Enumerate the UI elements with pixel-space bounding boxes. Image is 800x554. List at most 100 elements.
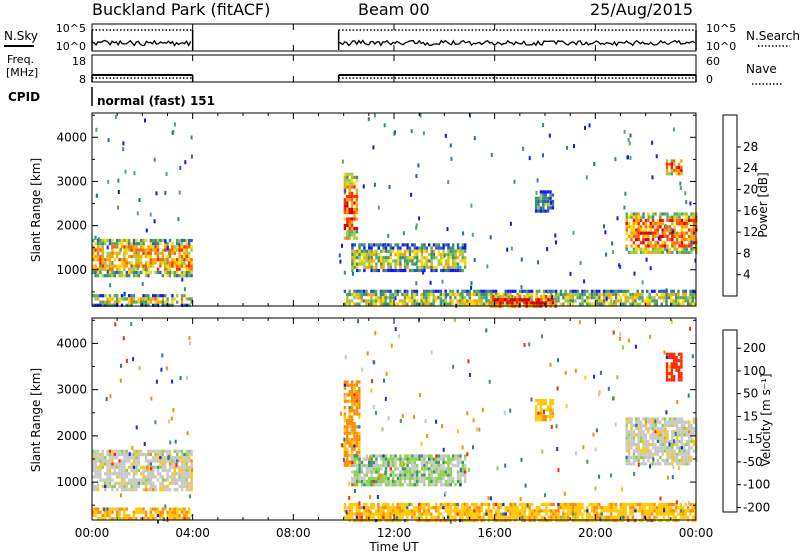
vel-echo-cell [118,507,121,511]
vel-echo-cell [111,459,114,463]
vel-echo-cell [156,478,160,482]
power-echo-cell [539,209,543,213]
power-echo-cell [166,264,169,268]
power-echo-cell [128,261,131,265]
power-echo-cell [464,262,467,266]
vel-echo-cell [398,512,402,516]
vel-echo-cell [641,515,644,519]
vel-echo-cell [662,512,666,516]
vel-echo-cell [346,425,349,429]
power-echo-cell [161,238,164,243]
vel-echo-cell [680,352,683,356]
vel-echo-cell [375,454,378,458]
power-echo-cell [358,296,361,300]
vel-noise-cell [472,445,474,450]
power-echo-cell [353,252,356,257]
vel-noise-cell [652,457,655,462]
vel-echo-cell [593,509,596,513]
vel-echo-cell [406,457,409,461]
vel-echo-cell [403,506,407,510]
power-noise-cell [174,122,176,127]
vel-echo-cell [516,515,519,519]
power-echo-cell [639,250,643,254]
vel-echo-cell [135,462,138,466]
vel-echo-cell [663,462,667,466]
power-echo-cell [673,241,676,245]
vel-echo-cell [348,383,351,387]
vel-echo-cell [92,513,95,518]
power-echo-cell [99,261,102,265]
power-echo-cell [480,302,483,306]
vel-echo-cell [442,515,445,519]
vel-echo-cell [144,484,148,489]
vel-echo-cell [551,398,555,403]
power-noise-cell [537,260,540,265]
vel-echo-cell [375,476,378,480]
vel-noise-cell [637,462,640,467]
vel-noise-cell [663,508,666,513]
vel-echo-cell [399,470,402,474]
power-echo-cell [152,238,155,243]
power-echo-cell [499,298,502,302]
vel-echo-cell [166,475,169,479]
power-echo-cell [552,289,555,293]
vel-noise-cell [574,368,577,373]
cpid-text: normal (fast) 151 [97,94,215,108]
power-echo-cell [149,258,152,262]
vel-echo-cell [683,430,686,434]
vel-echo-cell [394,460,397,464]
vel-echo-cell [125,472,128,476]
power-echo-cell [687,238,691,242]
vel-echo-cell [353,444,356,448]
vel-echo-cell [595,506,599,510]
power-echo-cell [365,292,368,297]
vel-echo-cell [413,460,416,464]
vel-echo-cell [639,423,643,427]
vel-echo-cell [610,502,613,507]
vel-echo-cell [355,509,359,513]
vel-echo-cell [528,515,531,519]
vel-echo-cell [625,439,628,443]
vel-echo-cell [682,512,685,516]
vel-echo-cell [171,472,174,476]
vel-echo-cell [140,510,143,514]
vel-echo-cell [683,449,686,453]
power-echo-cell [368,246,371,250]
vel-echo-cell [101,449,104,453]
vel-echo-cell [394,515,397,519]
power-echo-cell [581,302,584,306]
power-echo-cell [346,182,349,186]
power-echo-cell [413,296,416,300]
vel-echo-cell [571,502,575,507]
power-noise-cell [655,154,658,159]
vel-echo-cell [540,509,543,513]
vel-echo-cell [108,459,112,463]
power-noise-cell [569,271,572,276]
vel-echo-cell [411,460,414,464]
power-echo-cell [159,261,162,265]
power-echo-cell [399,259,402,263]
vel-echo-cell [690,427,693,431]
power-echo-cell [663,241,667,245]
vel-echo-cell [655,506,659,510]
power-echo-cell [459,252,462,257]
vel-noise-cell [649,464,652,469]
power-echo-cell [425,246,428,250]
power-echo-cell [473,299,476,303]
power-echo-cell [128,303,131,307]
vel-echo-cell [166,452,169,457]
vel-echo-cell [627,452,631,456]
power-echo-cell [671,238,674,242]
power-echo-cell [566,292,570,297]
vel-noise-cell [485,328,488,333]
power-echo-cell [544,199,547,204]
power-echo-cell [343,175,347,179]
power-echo-cell [683,244,686,248]
vel-echo-cell [432,467,436,471]
power-echo-cell [504,289,507,293]
vel-echo-cell [132,478,136,482]
vel-echo-cell [425,464,428,468]
power-echo-cell [180,245,184,249]
power-echo-cell [425,302,428,306]
power-noise-cell [373,182,376,187]
